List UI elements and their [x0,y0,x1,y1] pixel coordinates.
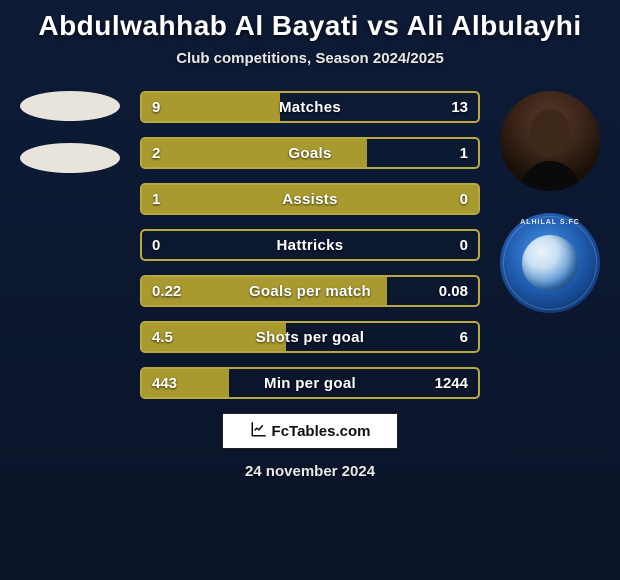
player-right-column: ALHILAL S.FC [500,91,600,313]
stat-label: Goals [142,139,478,167]
stat-row: 4431244Min per goal [140,367,480,399]
stat-label: Hattricks [142,231,478,259]
watermark: FcTables.com [222,413,398,449]
stat-row: 10Assists [140,183,480,215]
stat-label: Matches [142,93,478,121]
player-right-club-badge: ALHILAL S.FC [500,213,600,313]
page-title: Abdulwahhab Al Bayati vs Ali Albulayhi [0,10,620,42]
stat-row: 21Goals [140,137,480,169]
stat-label: Assists [142,185,478,213]
club-badge-label: ALHILAL S.FC [520,219,580,226]
stat-rows: 913Matches 21Goals 10Assists 00Hattricks 0.2… [140,91,480,399]
comparison-card: Abdulwahhab Al Bayati vs Ali Albulayhi C… [0,0,620,580]
stat-row: 913Matches [140,91,480,123]
player-left-club-placeholder [20,143,120,173]
watermark-text: FcTables.com [272,423,371,440]
comparison-area: ALHILAL S.FC 913Matches 21Goals 10Assists 0… [0,91,620,399]
stat-label: Shots per goal [142,323,478,351]
player-left-column [20,91,120,173]
stat-label: Goals per match [142,277,478,305]
date-label: 24 november 2024 [0,463,620,480]
stat-label: Min per goal [142,369,478,397]
chart-icon [250,420,268,442]
stat-row: 00Hattricks [140,229,480,261]
stat-row: 4.56Shots per goal [140,321,480,353]
player-right-avatar [500,91,600,191]
player-left-avatar-placeholder [20,91,120,121]
stat-row: 0.220.08Goals per match [140,275,480,307]
subtitle: Club competitions, Season 2024/2025 [0,50,620,67]
